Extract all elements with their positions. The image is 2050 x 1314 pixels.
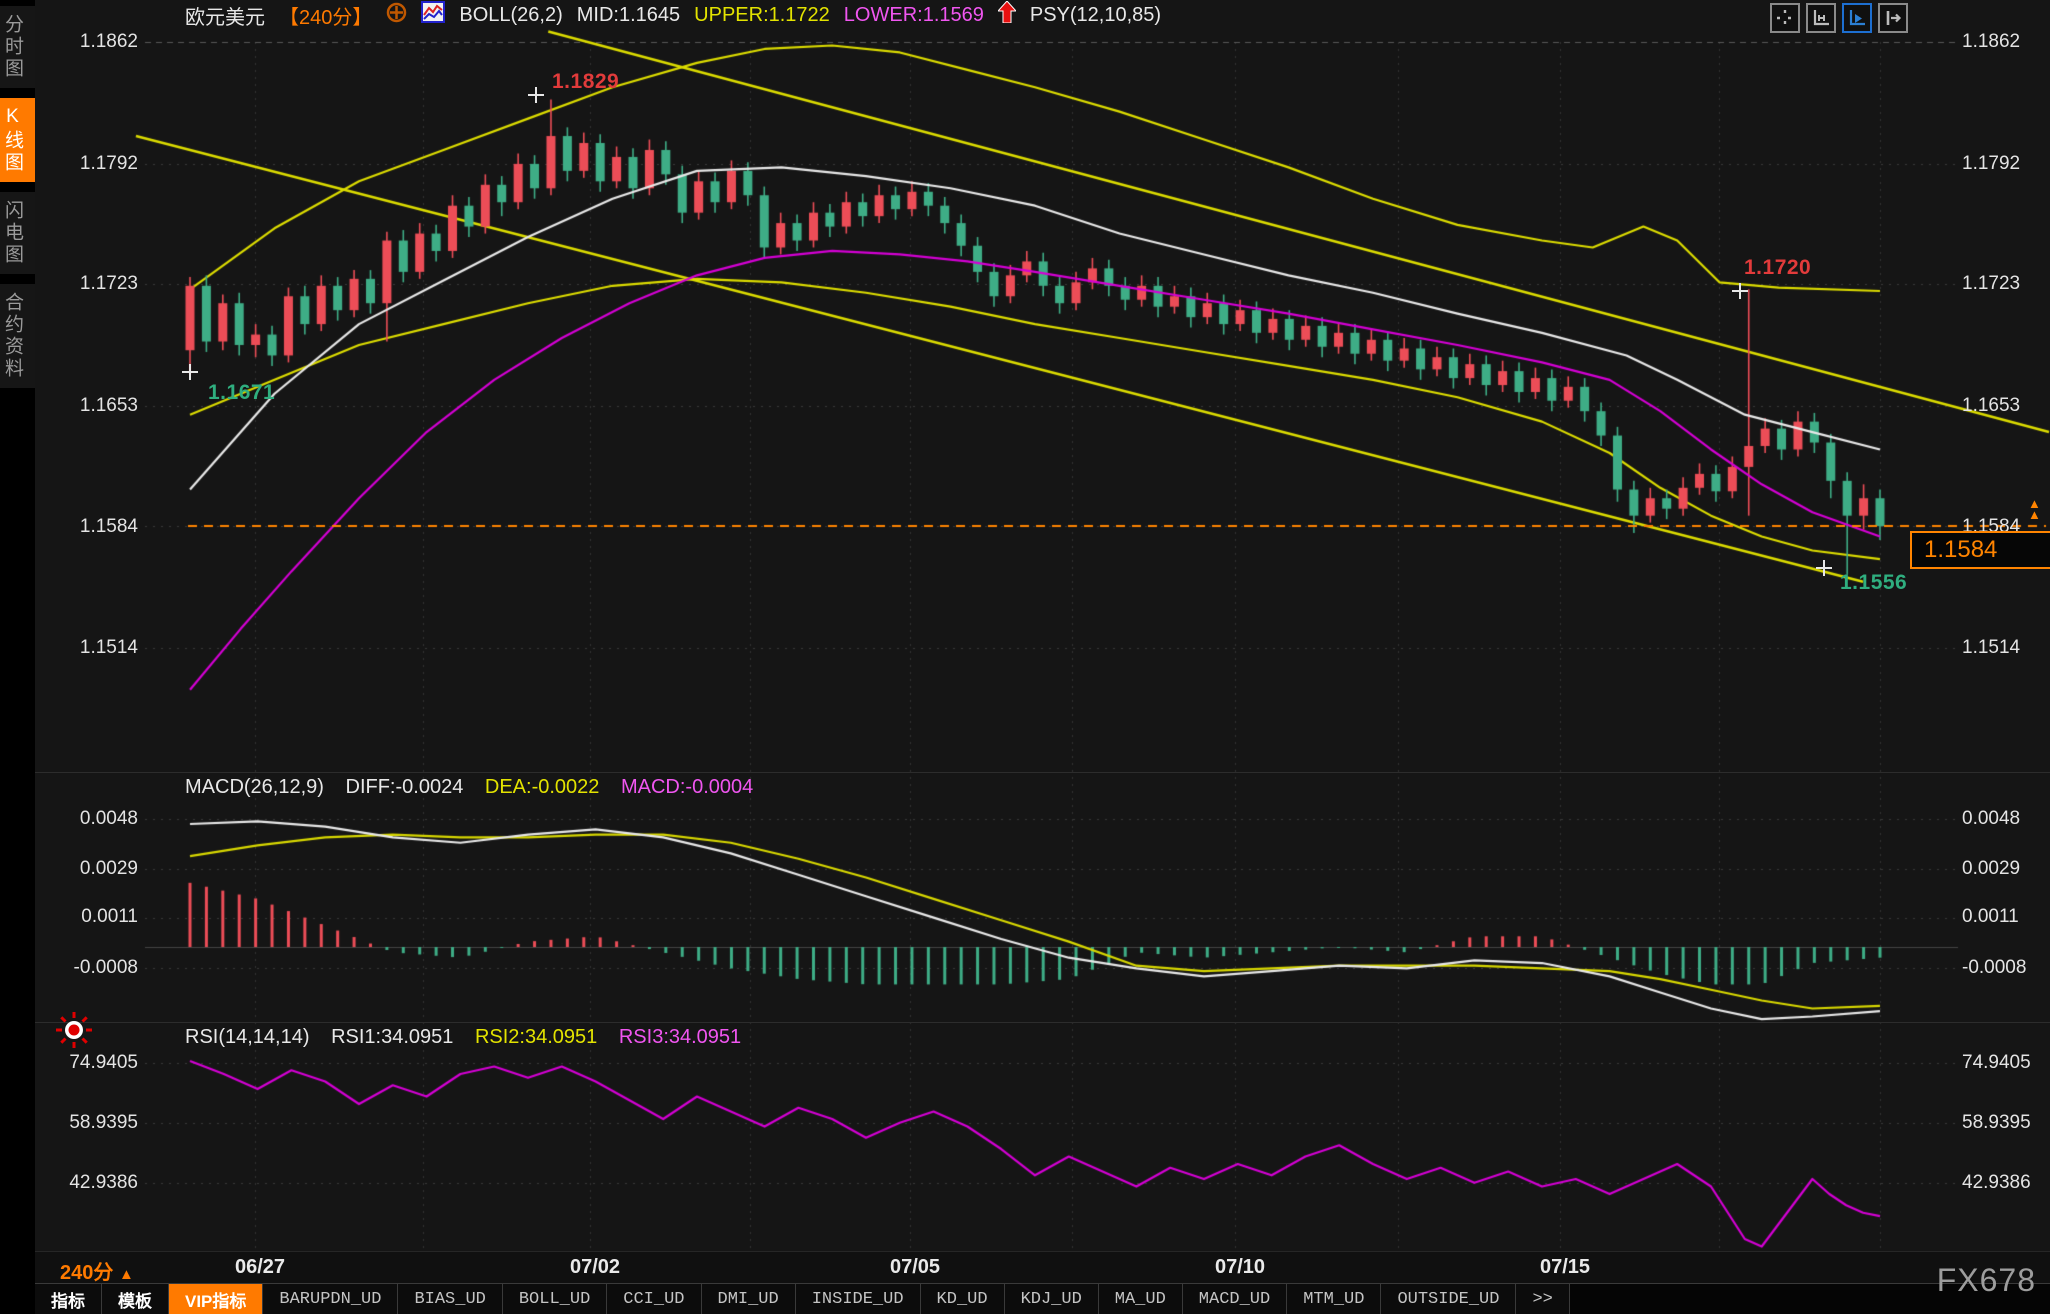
rsi-tick-left: 74.9405 [69, 1052, 138, 1073]
macd-tick-left: 0.0029 [79, 858, 138, 879]
price-tick-right: 1.1723 [1962, 273, 2021, 294]
macd-header: MACD(26,12,9) DIFF:-0.0024 DEA:-0.0022 M… [185, 776, 769, 799]
rsi-name: RSI(14,14,14) [185, 1026, 310, 1048]
peak-marker-cross [526, 85, 546, 110]
rsi1-value: RSI1:34.0951 [331, 1026, 454, 1048]
boll-upper-value: UPPER:1.1722 [694, 3, 830, 26]
macd-tick-right: 0.0011 [1962, 906, 2019, 927]
rsi-tick-right: 74.9405 [1962, 1052, 2031, 1073]
price-tick-right: 1.1792 [1962, 153, 2021, 174]
tab-mtm-ud[interactable]: MTM_UD [1287, 1284, 1382, 1314]
tab-indicators[interactable]: 指标 [35, 1284, 102, 1314]
price-tick-left: 1.1792 [79, 153, 138, 174]
axis-scale-icon[interactable] [1806, 3, 1836, 33]
triangle-up-icon: ▲ [118, 1266, 134, 1283]
final-low-marker-cross [1814, 558, 1834, 583]
timeframe-selector[interactable]: 240分 ▲ [60, 1262, 134, 1284]
sidebar-item-lightning-chart[interactable]: 闪电图 [0, 192, 35, 274]
macd-tick-right: 0.0048 [1962, 808, 2021, 829]
chart-type-icon[interactable] [421, 1, 446, 29]
sidebar-item-kline-chart[interactable]: K线图 [0, 98, 35, 182]
macd-tick-left: 0.0011 [81, 906, 138, 927]
rsi-header: RSI(14,14,14) RSI1:34.0951 RSI2:34.0951 … [185, 1026, 757, 1049]
price-tick-left: 1.1723 [79, 273, 138, 294]
current-price-tag: 1.1584 [1910, 531, 2050, 569]
rsi-tick-left: 58.9395 [69, 1112, 138, 1133]
start-low-marker-cross [180, 362, 200, 387]
timeframe-badge[interactable]: 【240分】 [279, 6, 373, 29]
price-tick-left: 1.1514 [79, 637, 138, 658]
tab-cci-ud[interactable]: CCI_UD [607, 1284, 702, 1314]
sidebar-item-contract-info[interactable]: 合约资料 [0, 284, 35, 388]
price-tick-right: 1.1514 [1962, 637, 2021, 658]
boll-lower-value: LOWER:1.1569 [843, 3, 984, 26]
pan-right-icon[interactable] [1878, 3, 1908, 33]
add-indicator-icon[interactable] [386, 2, 407, 29]
indicator-tab-bar: 指标 模板 VIP指标 BARUPDN_UD BIAS_UD BOLL_UD C… [35, 1283, 2050, 1314]
tab-inside-ud[interactable]: INSIDE_UD [795, 1284, 921, 1314]
final-low-price-label: 1.1556 [1840, 571, 1908, 594]
tab-vip-indicators[interactable]: VIP指标 [169, 1284, 264, 1314]
panel-divider [35, 772, 2050, 773]
wick-high-marker-cross [1730, 281, 1750, 306]
rsi3-value: RSI3:34.0951 [618, 1026, 742, 1048]
crosshair-icon[interactable] [1770, 3, 1800, 33]
rsi-tick-right: 42.9386 [1962, 1172, 2031, 1193]
panel-divider [35, 1022, 2050, 1023]
tab-templates[interactable]: 模板 [102, 1284, 169, 1314]
tab-kdj-ud[interactable]: KDJ_UD [1004, 1284, 1099, 1314]
psy-label: PSY(12,10,85) [1029, 3, 1162, 26]
price-tick-right: 1.1653 [1962, 395, 2021, 416]
peak-price-label: 1.1829 [552, 70, 620, 93]
tab-dmi-ud[interactable]: DMI_UD [701, 1284, 796, 1314]
chart-toolbar [1770, 3, 1908, 33]
macd-name: MACD(26,12,9) [185, 776, 324, 798]
price-up-arrows-icon: ▲ ▲ [2028, 496, 2041, 522]
arrow-up-icon [996, 0, 1017, 29]
sidebar-item-time-chart[interactable]: 分时图 [0, 6, 35, 88]
boll-label: BOLL(26,2) [459, 3, 563, 26]
alert-sun-icon [52, 1008, 96, 1057]
tab-outside-ud[interactable]: OUTSIDE_UD [1381, 1284, 1517, 1314]
rsi-tick-left: 42.9386 [69, 1172, 138, 1193]
left-sidebar: 分时图 K线图 闪电图 合约资料 [0, 0, 35, 1314]
tab-ma-ud[interactable]: MA_UD [1098, 1284, 1183, 1314]
boll-mid-value: MID:1.1645 [576, 3, 681, 26]
tab-barupdn-ud[interactable]: BARUPDN_UD [263, 1284, 399, 1314]
axis-play-icon[interactable] [1842, 3, 1872, 33]
macd-tick-right: -0.0008 [1962, 957, 2027, 978]
chart-header: 欧元美元 【240分】 BOLL(26,2) MID:1.1645 UPPER:… [35, 0, 2050, 30]
price-tick-left: 1.1584 [79, 516, 138, 537]
brand-watermark: FX678 [1936, 1262, 2036, 1298]
tab-bias-ud[interactable]: BIAS_UD [398, 1284, 503, 1314]
date-tick: 07/05 [889, 1256, 941, 1278]
price-tick-left: 1.1862 [79, 31, 138, 52]
macd-tick-left: -0.0008 [73, 957, 138, 978]
tab-macd-ud[interactable]: MACD_UD [1182, 1284, 1288, 1314]
start-low-price-label: 1.1671 [208, 381, 276, 404]
tab-boll-ud[interactable]: BOLL_UD [502, 1284, 608, 1314]
time-axis-row: 240分 ▲ 06/27 07/02 07/05 07/10 07/15 [35, 1251, 2050, 1284]
macd-tick-left: 0.0048 [79, 808, 138, 829]
wick-high-price-label: 1.1720 [1744, 256, 1812, 279]
macd-diff-value: DIFF:-0.0024 [345, 776, 464, 798]
price-tick-right: 1.1862 [1962, 31, 2021, 52]
date-tick: 07/15 [1539, 1256, 1591, 1278]
date-tick: 07/10 [1214, 1256, 1266, 1278]
date-tick: 07/02 [569, 1256, 621, 1278]
rsi2-value: RSI2:34.0951 [474, 1026, 598, 1048]
macd-value: MACD:-0.0004 [620, 776, 754, 798]
macd-dea-value: DEA:-0.0022 [484, 776, 600, 798]
price-tick-left: 1.1653 [79, 395, 138, 416]
tab-kd-ud[interactable]: KD_UD [920, 1284, 1005, 1314]
date-tick: 06/27 [234, 1256, 286, 1278]
tab-more[interactable]: >> [1516, 1284, 1570, 1314]
rsi-tick-right: 58.9395 [1962, 1112, 2031, 1133]
macd-tick-right: 0.0029 [1962, 858, 2021, 879]
symbol-name: 欧元美元 [185, 6, 265, 29]
